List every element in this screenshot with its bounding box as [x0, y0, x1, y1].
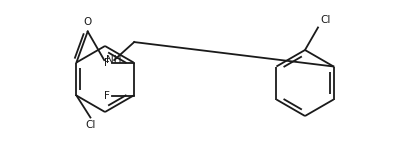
Text: F: F	[104, 58, 110, 67]
Text: F: F	[104, 91, 110, 100]
Text: Cl: Cl	[320, 15, 330, 25]
Text: O: O	[84, 18, 92, 27]
Text: Cl: Cl	[85, 121, 96, 131]
Text: NH: NH	[106, 55, 122, 65]
